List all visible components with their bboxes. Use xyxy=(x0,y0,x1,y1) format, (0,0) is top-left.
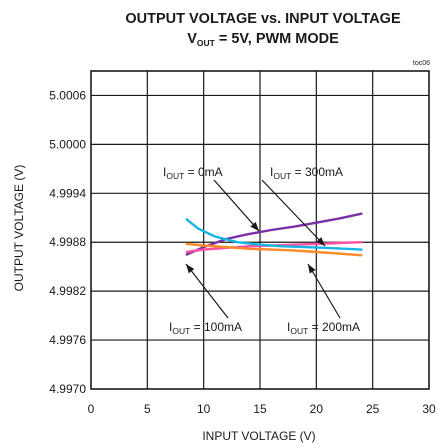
chart-title-line1: OUTPUT VOLTAGE vs. INPUT VOLTAGE xyxy=(125,11,401,27)
y-tick-label: 5.0006 xyxy=(49,88,86,102)
x-tick-label: 25 xyxy=(366,402,380,416)
x-tick-label: 5 xyxy=(144,402,151,416)
arrow-100ma-head xyxy=(186,264,195,274)
x-tick-label: 0 xyxy=(88,402,95,416)
y-tick-label: 4.9976 xyxy=(49,333,86,347)
series-lines xyxy=(185,212,363,257)
annotation-arrows xyxy=(185,179,341,319)
annotation-iout-100ma: IOUT = 100mA xyxy=(169,320,242,336)
figure-code: toc06 xyxy=(413,60,430,67)
series-line-300ma xyxy=(185,218,363,251)
chart-title-line2: VOUT = 5V, PWM MODE xyxy=(187,31,339,48)
x-tick-label: 30 xyxy=(422,402,436,416)
y-tick-labels: 4.9970 4.9976 4.9982 4.9988 4.9994 5.0000 5.00… xyxy=(49,88,86,396)
y-tick-label: 4.9994 xyxy=(49,186,86,200)
annotation-iout-0ma: IOUT = 0mA xyxy=(163,165,223,181)
annotation-iout-200ma: IOUT = 200mA xyxy=(287,320,360,336)
x-tick-label: 10 xyxy=(197,402,211,416)
y-tick-label: 4.9970 xyxy=(49,382,86,396)
arrow-0ma-line xyxy=(213,179,260,232)
arrow-300ma-line xyxy=(261,179,326,247)
grid xyxy=(91,71,429,389)
arrow-200ma-head xyxy=(308,264,316,274)
y-tick-label: 5.0000 xyxy=(49,137,86,151)
x-tick-label: 20 xyxy=(310,402,324,416)
y-tick-label: 4.9988 xyxy=(49,235,86,249)
x-axis-label: INPUT VOLTAGE (V) xyxy=(202,429,315,443)
plot-frame xyxy=(90,70,430,390)
y-axis-label: OUTPUT VOLTAGE (V) xyxy=(12,165,26,292)
y-tick-label: 4.9982 xyxy=(49,284,86,298)
annotation-iout-300ma: IOUT = 300mA xyxy=(270,165,343,181)
series-line-0ma xyxy=(185,212,363,256)
arrow-300ma-head xyxy=(316,237,325,246)
x-tick-labels: 0 5 10 15 20 25 30 xyxy=(88,402,436,416)
x-tick-label: 15 xyxy=(253,402,267,416)
arrow-100ma-line xyxy=(185,263,229,319)
arrow-0ma-head xyxy=(250,221,259,231)
series-line-200ma xyxy=(185,242,363,257)
arrow-200ma-line xyxy=(307,263,341,319)
